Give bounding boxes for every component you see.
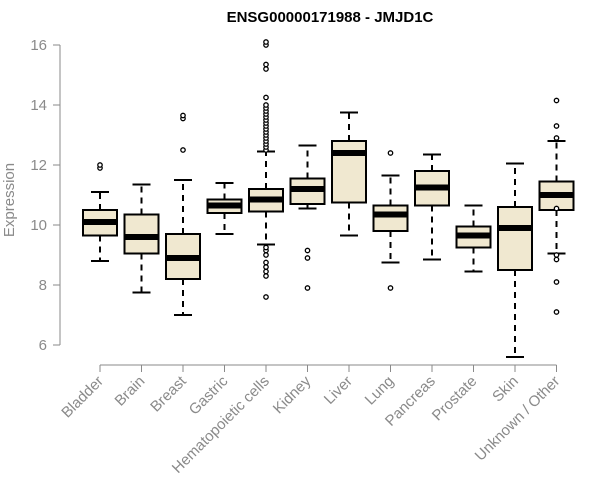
outlier-point — [387, 285, 394, 291]
outlier-point — [263, 94, 269, 101]
box-kidney — [289, 144, 326, 291]
box-breast — [165, 112, 201, 316]
outlier-point — [553, 252, 560, 258]
y-axis: 6 8 10 12 14 16 — [30, 37, 61, 354]
box-skin — [497, 162, 533, 358]
box-brain — [123, 183, 160, 294]
y-tick-label: 10 — [30, 217, 47, 234]
y-tick-label: 6 — [39, 337, 47, 354]
outlier-point — [263, 61, 269, 68]
outlier-point — [553, 135, 560, 141]
outlier-point — [263, 66, 269, 72]
box-series — [82, 39, 575, 358]
outlier-point — [97, 162, 103, 168]
outlier-point — [263, 268, 269, 275]
x-tick-label: Kidney — [270, 372, 315, 417]
outlier-point — [553, 97, 560, 104]
outlier-point — [263, 252, 269, 258]
box-lung — [372, 150, 409, 291]
outlier-point — [263, 264, 269, 270]
x-tick-label: Bladder — [58, 373, 107, 422]
outlier-point — [304, 255, 311, 261]
box-pancreas — [414, 153, 450, 261]
x-tick-label: Liver — [321, 373, 356, 408]
box-unknown-other — [538, 97, 575, 315]
iqr-box — [372, 204, 409, 232]
x-tick-label: Breast — [147, 372, 190, 415]
y-tick-label: 14 — [30, 97, 47, 114]
y-tick-label: 16 — [30, 37, 47, 54]
x-tick-label: Skin — [489, 373, 522, 406]
outlier-point — [553, 256, 560, 263]
outlier-point — [387, 150, 394, 156]
box-prostate — [455, 204, 492, 273]
outlier-point — [304, 247, 311, 254]
outlier-point — [263, 259, 269, 266]
iqr-box — [497, 206, 533, 271]
box-hematopoietic-cells — [248, 39, 284, 300]
box-bladder — [82, 162, 118, 262]
box-gastric — [206, 182, 243, 235]
outlier-point — [263, 102, 269, 108]
outlier-point — [263, 39, 269, 45]
outlier-point — [263, 273, 269, 279]
outlier-point — [553, 205, 560, 212]
x-tick-label: Prostate — [429, 373, 481, 425]
y-axis-label: Expression — [1, 163, 18, 237]
outlier-point — [553, 123, 560, 129]
y-tick-label: 8 — [39, 277, 47, 294]
outlier-point — [263, 244, 269, 251]
x-tick-label: Lung — [362, 373, 398, 409]
outlier-point — [180, 147, 186, 153]
x-tick-label: Brain — [112, 373, 149, 410]
box-liver — [331, 111, 367, 237]
outlier-point — [263, 294, 269, 300]
outlier-point — [553, 309, 560, 315]
outlier-point — [553, 279, 560, 285]
y-tick-label: 12 — [30, 157, 47, 174]
outlier-point — [304, 285, 311, 291]
chart-title: ENSG00000171988 - JMJD1C — [227, 9, 434, 26]
outlier-point — [180, 112, 186, 119]
